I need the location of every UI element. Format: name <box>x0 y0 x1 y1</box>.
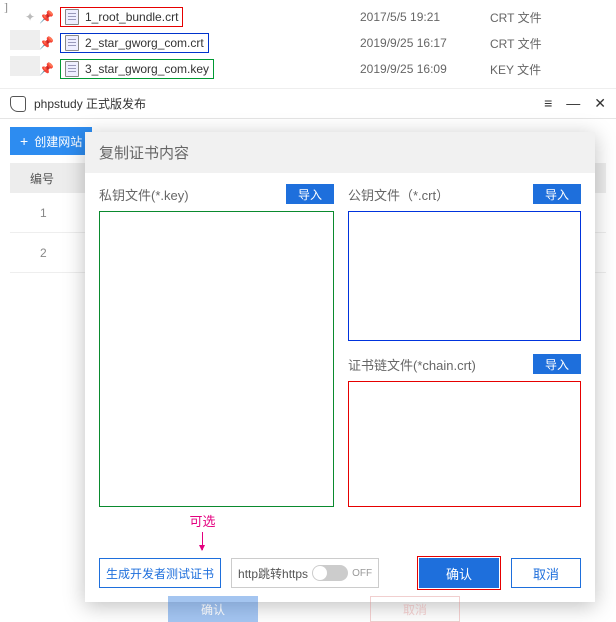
file-type: KEY 文件 <box>490 61 590 78</box>
file-icon <box>65 35 79 51</box>
toggle-off-label: OFF <box>352 568 372 579</box>
key-textarea[interactable] <box>99 211 334 507</box>
pin-icon: 📌 <box>39 36 54 50</box>
chain-file-label: 证书链文件(*chain.crt) <box>348 355 476 374</box>
toggle-switch[interactable] <box>312 565 348 581</box>
pin-icon: ✦ <box>25 10 35 24</box>
crt-file-label: 公钥文件（*.crt） <box>348 185 449 204</box>
create-site-button[interactable]: + 创建网站 <box>10 127 92 155</box>
http-toggle-label: http跳转https <box>238 565 308 582</box>
http-redirect-toggle[interactable]: http跳转https OFF <box>231 558 379 588</box>
key-file-label: 私钥文件(*.key) <box>99 185 189 204</box>
arrow-down-icon <box>202 532 203 550</box>
file-name: 1_root_bundle.crt <box>85 10 178 24</box>
file-name: 2_star_gworg_com.crt <box>85 36 204 50</box>
file-row[interactable]: ✦📌 2_star_gworg_com.crt 2019/9/25 16:17 … <box>0 30 616 56</box>
file-row[interactable]: ✦ 📌 1_root_bundle.crt 2017/5/5 19:21 CRT … <box>0 4 616 30</box>
file-date: 2019/9/25 16:17 <box>360 36 490 50</box>
import-crt-button[interactable]: 导入 <box>533 184 581 204</box>
crt-textarea[interactable] <box>348 211 581 341</box>
confirm-button[interactable]: 确认 <box>419 558 499 588</box>
app-title: phpstudy 正式版发布 <box>34 95 544 112</box>
file-icon <box>65 9 79 25</box>
file-type: CRT 文件 <box>490 35 590 52</box>
chain-textarea[interactable] <box>348 381 581 507</box>
file-name: 3_star_gworg_com.key <box>85 62 209 76</box>
file-type: CRT 文件 <box>490 9 590 26</box>
file-icon <box>65 61 79 77</box>
import-key-button[interactable]: 导入 <box>286 184 334 204</box>
import-chain-button[interactable]: 导入 <box>533 354 581 374</box>
cert-dialog: 复制证书内容 私钥文件(*.key) 导入 可选 公钥文件（*.crt） 导入 … <box>85 132 595 602</box>
pin-icon: 📌 <box>39 62 54 76</box>
create-site-label: 创建网站 <box>34 133 82 150</box>
optional-label: 可选 <box>85 511 320 530</box>
file-list: ] ✦📌 1_root_bundle.crt 2017/5/5 19:21 CR… <box>0 0 616 82</box>
app-titlebar: phpstudy 正式版发布 ≡ — ✕ <box>0 88 616 118</box>
pin-icon: 📌 <box>39 10 54 24</box>
menu-icon[interactable]: ≡ <box>544 95 552 112</box>
dialog-title: 复制证书内容 <box>85 132 595 173</box>
minimize-button[interactable]: — <box>566 95 580 112</box>
file-date: 2019/9/25 16:09 <box>360 62 490 76</box>
file-row[interactable]: ✦📌 3_star_gworg_com.key 2019/9/25 16:09 … <box>0 56 616 82</box>
plus-icon: + <box>20 133 28 149</box>
cancel-button[interactable]: 取消 <box>511 558 581 588</box>
file-date: 2017/5/5 19:21 <box>360 10 490 24</box>
gen-test-cert-button[interactable]: 生成开发者测试证书 <box>99 558 221 588</box>
close-button[interactable]: ✕ <box>594 95 606 112</box>
speaker-icon <box>10 96 26 112</box>
